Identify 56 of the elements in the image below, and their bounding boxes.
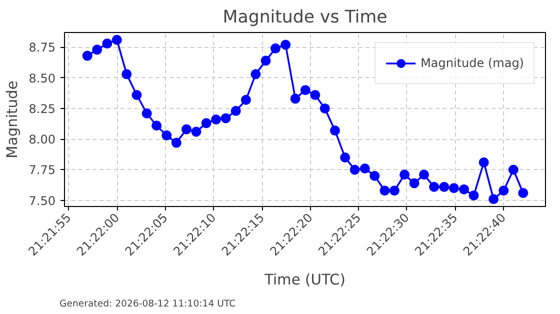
point — [409, 178, 420, 188]
y-tick-label: 7.50 — [28, 194, 56, 208]
point — [260, 56, 271, 66]
point — [370, 170, 380, 181]
point — [211, 114, 222, 124]
point — [310, 90, 320, 100]
point — [102, 38, 112, 49]
x-axis-title: Time (UTC) — [263, 272, 346, 289]
point — [340, 152, 350, 162]
point — [240, 94, 251, 105]
chart-title: Magnitude vs Time — [222, 8, 388, 28]
point — [389, 186, 400, 196]
point — [478, 157, 489, 168]
point — [152, 120, 162, 131]
point — [429, 182, 440, 192]
point — [82, 50, 92, 61]
point — [201, 118, 212, 128]
point — [142, 108, 152, 118]
point — [518, 188, 528, 198]
point — [468, 190, 479, 200]
point — [330, 126, 340, 136]
point — [419, 170, 430, 180]
y-tick-label: 8.75 — [28, 40, 56, 55]
point — [132, 90, 142, 100]
point — [112, 34, 122, 45]
point — [230, 106, 241, 116]
y-tick-label: 8.50 — [28, 71, 56, 86]
text: Generated: 2026-08-12 11:10:14 UTC — [60, 298, 236, 310]
point — [508, 164, 518, 175]
point — [400, 170, 410, 180]
point — [191, 126, 202, 137]
point — [350, 164, 360, 175]
y-tick-label: 7.75 — [28, 163, 56, 178]
point — [250, 69, 261, 80]
point — [498, 186, 509, 196]
point — [320, 103, 330, 114]
y-tick-label: 8.00 — [28, 132, 56, 147]
point — [448, 183, 459, 194]
point — [459, 184, 470, 194]
point — [270, 43, 281, 54]
point — [92, 44, 102, 55]
point — [181, 124, 192, 134]
point — [290, 94, 300, 104]
y-tick-label: 8.25 — [28, 102, 56, 116]
point — [220, 113, 231, 124]
point — [439, 182, 450, 192]
point — [360, 164, 370, 174]
point — [280, 40, 291, 50]
point — [122, 69, 132, 80]
legend-label: Magnitude (mag) — [420, 56, 524, 70]
point — [300, 85, 310, 96]
point — [380, 186, 390, 196]
y-axis-title: Magnitude — [4, 80, 21, 158]
point — [488, 194, 499, 204]
point — [171, 138, 182, 148]
point — [162, 130, 172, 140]
